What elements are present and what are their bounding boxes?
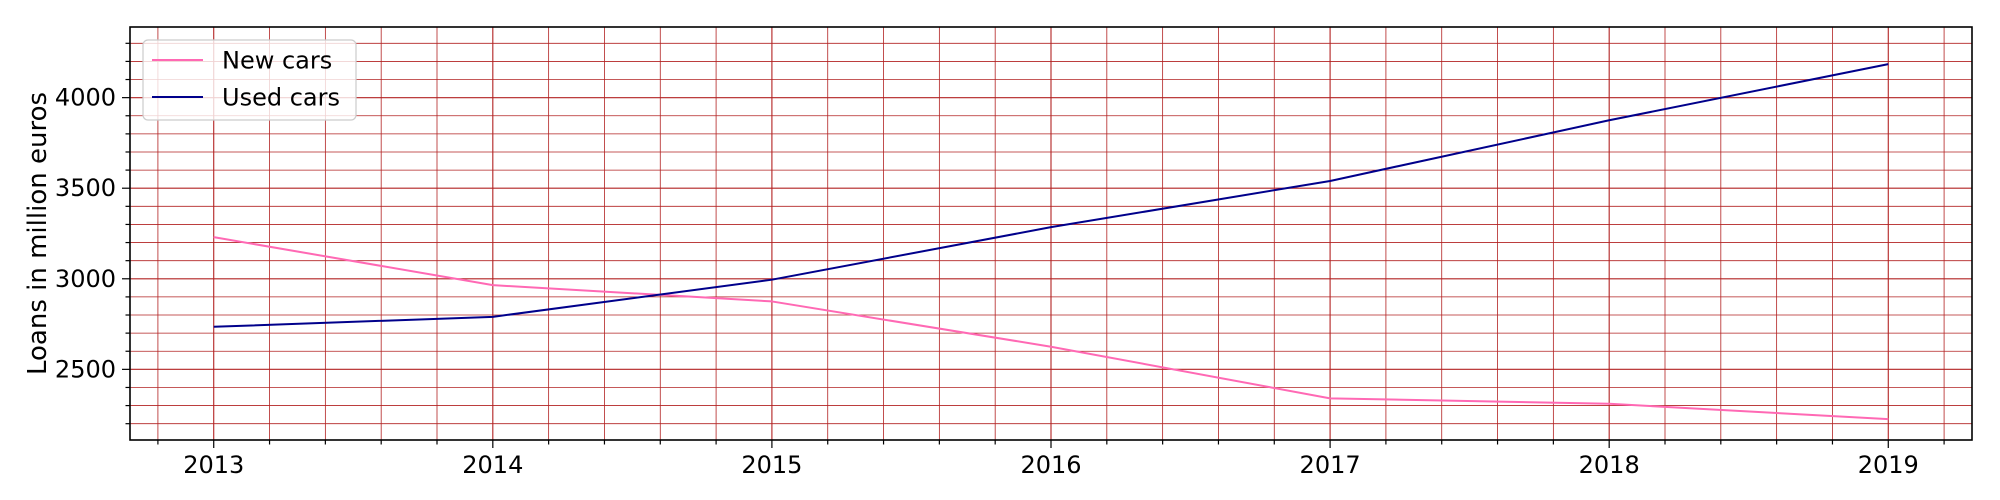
x-tick-label: 2018 <box>1579 451 1640 479</box>
x-tick-label: 2015 <box>741 451 802 479</box>
series-line-new-cars <box>213 236 1889 421</box>
x-tick-label: 2014 <box>462 451 523 479</box>
y-axis: 2500 3000 3500 4000 <box>55 42 130 425</box>
x-tick-label: 2016 <box>1020 451 1081 479</box>
x-tick-label: 2017 <box>1300 451 1361 479</box>
legend: New cars Used cars <box>142 39 357 121</box>
y-axis-label: Loans in million euros <box>23 92 53 375</box>
legend-label-new-cars: New cars <box>222 47 332 75</box>
y-tick-label: 2500 <box>55 355 116 383</box>
x-axis: 2013 2014 2015 2016 2017 2018 2019 <box>157 440 1945 479</box>
x-tick-label: 2013 <box>183 451 244 479</box>
y-tick-label: 3500 <box>55 174 116 202</box>
y-tick-label: 3000 <box>55 265 116 293</box>
series-line-used-cars <box>213 63 1889 328</box>
x-tick-label: 2019 <box>1858 451 1919 479</box>
legend-label-used-cars: Used cars <box>222 84 340 112</box>
series-lines <box>213 63 1889 421</box>
y-tick-label: 4000 <box>55 84 116 112</box>
major-gridlines <box>130 27 1972 440</box>
